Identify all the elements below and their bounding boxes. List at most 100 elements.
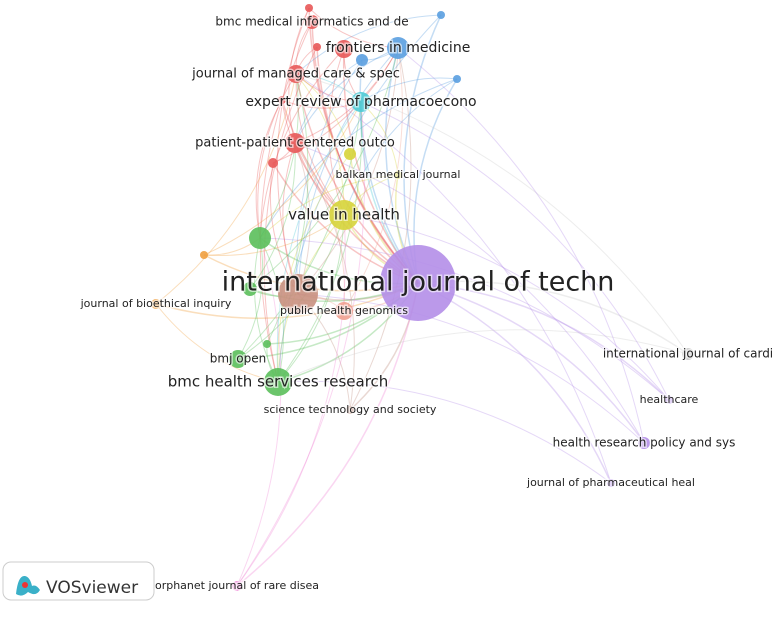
node-label: healthcare (640, 393, 699, 406)
node (437, 11, 445, 19)
labels: international journal of techn value in h… (78, 13, 775, 594)
node (607, 479, 615, 487)
edge (259, 174, 399, 239)
node (200, 251, 208, 259)
node-label: frontiers in medicine (326, 40, 471, 56)
node-label: journal of bioethical inquiry (80, 297, 232, 310)
node (387, 37, 409, 59)
edge (295, 73, 351, 155)
edge (294, 142, 355, 411)
edge (236, 214, 346, 587)
node (249, 227, 271, 249)
edge (308, 7, 419, 284)
edge (281, 99, 345, 216)
edge (237, 237, 264, 360)
edge (277, 380, 612, 484)
node-label: bmc medical informatics and de (215, 15, 408, 29)
edge (277, 214, 345, 383)
edge (294, 59, 363, 144)
node (394, 171, 402, 179)
edge (295, 73, 345, 216)
edge (276, 7, 310, 295)
node (665, 396, 673, 404)
node (151, 299, 161, 309)
edge (203, 214, 345, 257)
node (232, 581, 242, 591)
edge (295, 73, 345, 216)
edge (343, 47, 403, 312)
edge (259, 237, 285, 383)
edge (237, 101, 362, 360)
node (263, 340, 271, 348)
edge (253, 237, 279, 383)
edge (155, 73, 297, 305)
node-label: science technology and society (264, 403, 437, 416)
edge (263, 46, 318, 383)
node-label: patient-patient centered outco (195, 136, 395, 151)
edge (295, 14, 442, 75)
edge (155, 303, 279, 383)
edge (360, 101, 670, 401)
node (335, 40, 353, 58)
edge (295, 73, 612, 484)
edge (417, 282, 645, 444)
node (351, 92, 371, 112)
edge (294, 47, 399, 144)
edge (277, 153, 351, 383)
edge (277, 329, 689, 383)
node-label: expert review of pharmacoecono (245, 94, 476, 110)
edge (343, 214, 670, 401)
node (278, 274, 318, 314)
node (638, 437, 650, 449)
edge (276, 101, 362, 383)
node (285, 133, 305, 153)
node-label: value in health (288, 206, 400, 224)
node-label: health research policy and sys (553, 436, 736, 450)
node (229, 350, 247, 368)
node (329, 200, 359, 230)
node-label: balkan medical journal (336, 168, 461, 181)
logo-box (2, 561, 155, 601)
node-label: international journal of cardi (603, 347, 773, 361)
node (305, 15, 319, 29)
edge (266, 73, 309, 345)
edge (259, 78, 458, 239)
node (268, 158, 278, 168)
edge (311, 21, 419, 284)
logo[interactable]: VOSviewer (2, 561, 155, 601)
edge (277, 101, 363, 383)
node-label: bmc health services research (168, 373, 389, 391)
edge (297, 293, 645, 444)
edge (259, 73, 299, 239)
node-label: bmj open (210, 352, 266, 366)
edge (360, 77, 458, 103)
node (264, 368, 292, 396)
edge (343, 78, 458, 216)
edge (297, 47, 399, 295)
edge (259, 237, 670, 401)
node (682, 348, 694, 360)
node (243, 282, 257, 296)
edge (349, 47, 412, 411)
edge (417, 282, 612, 484)
edge (272, 47, 399, 164)
edge (249, 142, 296, 290)
node (356, 54, 368, 66)
node (278, 96, 286, 104)
node (346, 406, 354, 414)
node (305, 4, 313, 12)
edge (397, 47, 645, 444)
edge (277, 14, 442, 383)
edge (236, 101, 366, 587)
edge (255, 99, 283, 239)
node-label: orphanet journal of rare disea (155, 579, 319, 592)
edge (297, 47, 399, 295)
edge (294, 142, 645, 444)
node-label: public health genomics (280, 304, 408, 317)
node-label: journal of managed care & spec (191, 67, 400, 82)
edge (236, 282, 419, 587)
edge (203, 101, 362, 256)
edge (257, 73, 297, 239)
edge (236, 237, 282, 587)
node-label: journal of pharmaceutical heal (526, 476, 695, 489)
